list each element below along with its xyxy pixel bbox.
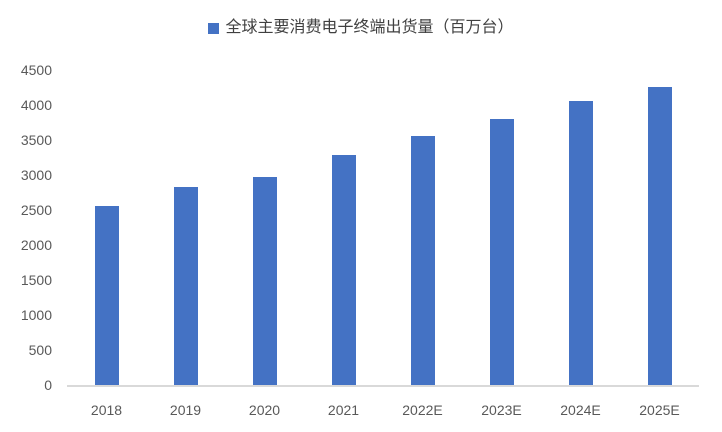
- bar-2021: [331, 155, 356, 385]
- bar-2022E: [410, 135, 435, 385]
- y-tick-label: 3000: [20, 167, 52, 183]
- bar-2018: [94, 205, 119, 385]
- x-axis: 2018 2019 2020 2021 2022E 2023E 2024E 2025E: [67, 402, 699, 420]
- y-tick-label: 2000: [20, 237, 52, 253]
- y-tick-label: 1000: [20, 307, 52, 323]
- bar-2025E: [647, 86, 672, 385]
- x-tick-label: 2018: [90, 402, 123, 418]
- y-tick-label: 1500: [20, 272, 52, 288]
- bar-2023E: [489, 119, 514, 385]
- y-tick-label: 0: [44, 377, 52, 393]
- y-axis: 0 500 1000 1500 2000 2500 3000 3500 4000 4500: [0, 0, 52, 432]
- x-tick-label: 2019: [169, 402, 202, 418]
- x-tick-label: 2020: [248, 402, 281, 418]
- bar-2020: [252, 177, 277, 385]
- bar-2019: [173, 186, 198, 385]
- legend-label: 全球主要消费电子终端出货量（百万台）: [225, 19, 514, 36]
- legend-swatch-icon: [208, 22, 220, 34]
- x-tick-label: 2022E: [402, 402, 443, 418]
- y-tick-label: 4000: [20, 97, 52, 113]
- x-tick-label: 2025E: [639, 402, 680, 418]
- x-tick-label: 2024E: [560, 402, 601, 418]
- legend: 全球主要消费电子终端出货量（百万台）: [0, 19, 722, 37]
- y-tick-label: 3500: [20, 132, 52, 148]
- plot-area: [67, 70, 699, 387]
- x-tick-label: 2021: [327, 402, 360, 418]
- y-tick-label: 500: [28, 342, 52, 358]
- x-tick-label: 2023E: [481, 402, 522, 418]
- bar-2024E: [568, 100, 593, 385]
- y-tick-label: 4500: [20, 62, 52, 78]
- y-tick-label: 2500: [20, 202, 52, 218]
